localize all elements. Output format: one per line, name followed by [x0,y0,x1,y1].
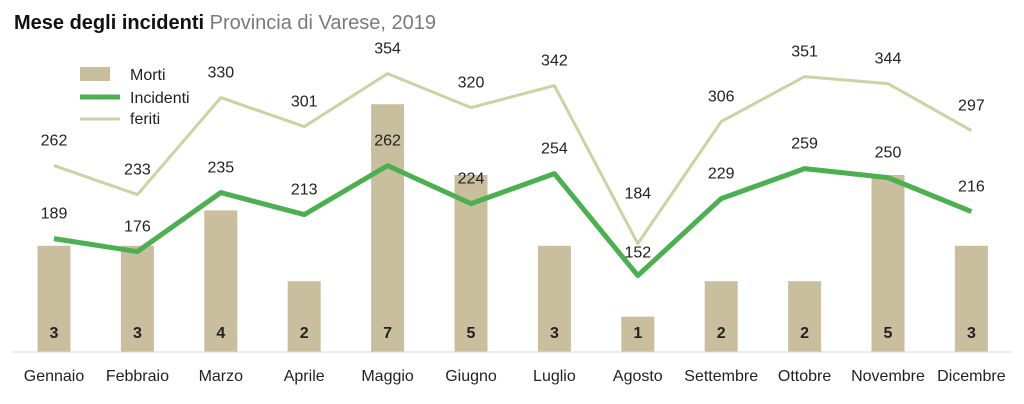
x-tick-label: Aprile [284,368,325,385]
bar-morti [871,175,905,352]
x-tick-labels: Gennaio Febbraio Marzo Aprile Maggio Giugno Lu… [24,368,1006,385]
bar-label-morti: 3 [967,325,976,342]
bar-label-morti: 4 [216,325,225,342]
data-label-incidenti: 224 [458,171,485,188]
data-label-incidenti: 213 [291,182,318,199]
bar-morti [788,281,822,352]
x-tick-label: Marzo [199,368,244,385]
data-label-incidenti: 262 [374,133,401,150]
x-tick-label: Giugno [445,368,497,385]
data-label-feriti: 301 [291,94,318,111]
chart-title: Mese degli incidenti Provincia di Varese… [14,12,436,35]
bars-group [37,104,988,352]
bar-label-morti: 7 [383,325,392,342]
data-label-feriti: 330 [207,65,234,82]
bar-label-morti: 3 [50,325,59,342]
data-label-feriti: 233 [124,162,151,179]
bar-morti [204,210,238,352]
data-label-feriti: 342 [541,53,568,70]
x-tick-label: Settembre [684,368,758,385]
bar-morti [954,245,988,352]
x-tick-label: Febbraio [106,368,169,385]
data-label-incidenti: 259 [791,136,818,153]
data-label-incidenti: 216 [958,179,985,196]
x-tick-label: Novembre [851,368,925,385]
bar-label-morti: 2 [300,325,309,342]
line-feriti [53,72,973,246]
data-labels-group: 3 3 4 2 7 5 3 1 2 2 5 31891762352132622242541522292… [41,41,985,342]
x-tick-label: Maggio [361,368,414,385]
legend: Morti Incidenti feriti [80,67,190,128]
data-label-incidenti: 229 [708,166,735,183]
bar-label-morti: 5 [467,325,476,342]
data-label-feriti: 262 [41,133,68,150]
bar-morti [704,281,738,352]
data-label-feriti: 320 [458,75,485,92]
data-label-incidenti: 254 [541,141,568,158]
data-label-feriti: 344 [875,51,902,68]
line-incidenti [53,163,973,279]
bar-label-morti: 2 [800,325,809,342]
chart-title-main: Mese degli incidenti [14,12,205,34]
data-label-incidenti: 176 [124,219,151,236]
bar-label-morti: 3 [133,325,142,342]
x-tick-label: Dicembre [937,368,1006,385]
x-tick-label: Luglio [533,368,576,385]
bar-label-morti: 5 [884,325,893,342]
bar-morti [537,245,571,352]
x-tick-label: Gennaio [24,368,85,385]
data-label-feriti: 306 [708,89,735,106]
bar-morti [621,316,655,352]
data-label-incidenti: 250 [875,145,902,162]
chart-title-sub: Provincia di Varese, 2019 [209,12,437,34]
legend-label-morti: Morti [130,67,166,84]
bar-morti [287,281,321,352]
bar-label-morti: 2 [717,325,726,342]
bar-label-morti: 1 [633,325,642,342]
data-label-incidenti: 189 [41,206,68,223]
lines-group [53,72,973,279]
bar-label-morti: 3 [550,325,559,342]
bar-morti [37,245,71,352]
legend-label-feriti: feriti [130,111,160,128]
data-label-incidenti: 152 [624,245,651,262]
data-label-feriti: 351 [791,44,818,61]
data-label-feriti: 184 [624,186,651,203]
data-label-feriti: 297 [958,98,985,115]
bar-morti [120,245,154,352]
legend-swatch-morti [80,67,110,81]
data-label-feriti: 354 [374,41,401,58]
x-tick-label: Ottobre [778,368,831,385]
x-tick-label: Agosto [613,368,663,385]
data-label-incidenti: 235 [207,160,234,177]
legend-label-incidenti: Incidenti [130,90,190,107]
bar-morti [371,104,405,352]
